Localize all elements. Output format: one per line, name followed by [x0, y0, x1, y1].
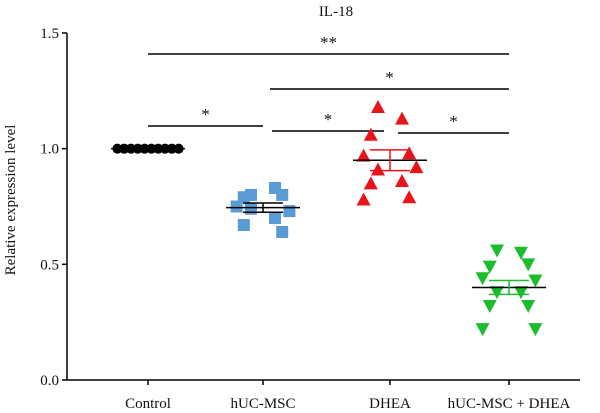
chart-title: IL-18 [319, 4, 353, 20]
data-point-huc-msc [230, 200, 243, 213]
data-point-huc-msc [276, 225, 289, 238]
data-point-dhea [395, 174, 409, 188]
data-point-dhea [395, 111, 409, 125]
data-point-huc-msc-dhea [521, 258, 536, 272]
data-point-dhea [409, 160, 424, 174]
data-point-dhea [402, 146, 417, 160]
data-point-huc-msc-dhea [528, 323, 543, 337]
data-point-huc-msc [237, 191, 250, 204]
data-point-dhea [356, 148, 371, 162]
data-point-huc-msc-dhea [514, 286, 528, 300]
data-point-dhea [363, 127, 378, 141]
data-point-huc-msc [237, 219, 250, 232]
data-point-huc-msc-dhea [475, 323, 490, 337]
y-tick-label: 0.5 [40, 257, 59, 273]
significance-label: * [324, 110, 333, 129]
data-point-huc-msc [269, 212, 281, 225]
significance-label: * [385, 68, 394, 87]
data-point-huc-msc-dhea [490, 244, 504, 258]
data-point-huc-msc-dhea [475, 272, 490, 286]
significance-label: * [201, 105, 210, 124]
x-tick-label: hUC-MSC + DHEA [448, 396, 571, 412]
significance-brackets: ***** * [148, 33, 509, 134]
data-point-dhea [371, 162, 385, 176]
data-point-huc-msc [276, 188, 289, 201]
data-point-huc-msc-dhea [528, 274, 543, 288]
y-axis-label: Relative expression level [3, 125, 19, 276]
data-point-dhea [371, 100, 385, 114]
significance-label: * [449, 112, 458, 131]
data-point-dhea [363, 176, 378, 190]
data-point-huc-msc-dhea [482, 260, 497, 274]
x-tick-label: hUC-MSC [230, 396, 295, 412]
data-point-huc-msc-dhea [521, 299, 536, 313]
y-tick-label: 0.0 [40, 373, 59, 389]
data-point-dhea [356, 192, 371, 206]
data-point-dhea [402, 190, 417, 204]
y-tick-label: 1.5 [40, 26, 59, 42]
mean-sem-bars [111, 147, 546, 296]
axes: 0.0 0.5 1.0 1.5 Control hUC-MSC DHEA hUC-MSC + … [40, 26, 580, 412]
data-point-huc-msc-dhea [514, 246, 528, 260]
data-point-huc-msc-dhea [490, 286, 504, 300]
x-tick-label: DHEA [369, 396, 411, 412]
data-points [112, 100, 543, 337]
y-tick-label: 1.0 [40, 142, 59, 158]
significance-label: ** [320, 33, 337, 52]
data-point-huc-msc-dhea [482, 299, 497, 313]
x-tick-label: Control [125, 396, 171, 412]
